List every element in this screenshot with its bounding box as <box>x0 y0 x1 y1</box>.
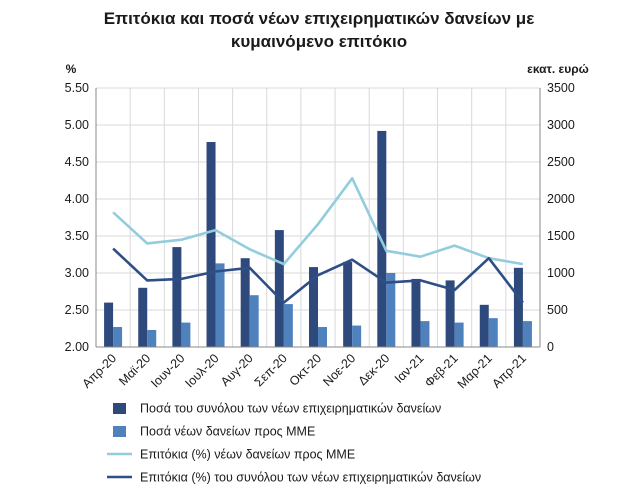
bar <box>411 278 421 347</box>
bar <box>113 327 123 347</box>
axes <box>95 88 541 348</box>
right-axis-unit: εκατ. ευρώ <box>527 62 589 76</box>
y-tick-labels: 2.00 0 2.50 500 3.00 1000 3.50 1500 4.00 2000 4.50… <box>65 81 575 354</box>
bar <box>479 304 489 347</box>
bar <box>104 302 114 347</box>
left-axis-unit: % <box>66 62 77 76</box>
x-tick-label: Δεκ-20 <box>355 351 392 388</box>
x-tick-label: Απρ-20 <box>80 351 120 391</box>
y-left-tick-label: 5.00 <box>65 118 89 132</box>
y-right-tick-label: 3000 <box>547 118 575 132</box>
y-left-tick-label: 2.50 <box>65 303 89 317</box>
y-right-tick-label: 1000 <box>547 266 575 280</box>
y-left-tick-label: 4.00 <box>65 192 89 206</box>
bar <box>513 267 523 347</box>
gridlines <box>95 87 541 347</box>
legend: Ποσά του συνόλου των νέων επιχειρηματικώ… <box>107 402 481 485</box>
series-line <box>112 177 524 266</box>
y-left-tick-label: 3.50 <box>65 229 89 243</box>
y-right-tick-label: 2000 <box>547 192 575 206</box>
bar <box>249 295 259 347</box>
bar <box>240 258 250 347</box>
y-right-tick-label: 2500 <box>547 155 575 169</box>
bar <box>138 287 148 347</box>
bar <box>445 280 455 347</box>
y-right-tick-label: 0 <box>547 340 554 354</box>
x-tick-label: Μαϊ-20 <box>116 351 153 388</box>
bar <box>206 142 216 347</box>
y-right-tick-label: 1500 <box>547 229 575 243</box>
x-tick-label: Οκτ-20 <box>287 351 324 388</box>
bar <box>172 247 182 347</box>
x-tick-label: Νοε-20 <box>320 351 358 389</box>
bar <box>215 263 225 347</box>
x-tick-label: Ιουλ-20 <box>182 351 221 390</box>
bars <box>104 130 532 347</box>
series-line <box>112 247 524 304</box>
x-tick-label: Μαρ-21 <box>455 351 495 391</box>
series-lines <box>112 177 524 304</box>
bar <box>352 325 362 347</box>
bar <box>283 304 293 347</box>
bar <box>147 329 157 347</box>
legend-swatch <box>113 403 126 414</box>
legend-label: Επιτόκια (%) νέων δανείων προς ΜΜΕ <box>140 448 355 462</box>
y-right-tick-label: 500 <box>547 303 568 317</box>
x-tick-label: Αυγ-20 <box>218 351 256 389</box>
y-left-tick-label: 2.00 <box>65 340 89 354</box>
legend-label: Ποσά νέων δανείων προς ΜΜΕ <box>140 425 315 439</box>
y-left-tick-label: 4.50 <box>65 155 89 169</box>
y-left-tick-label: 5.50 <box>65 81 89 95</box>
bar <box>522 321 532 347</box>
bar <box>318 327 327 347</box>
chart-title-line-2: κυμαινόμενο επιτόκιο <box>231 32 407 51</box>
bar <box>309 267 318 347</box>
bar <box>181 322 191 347</box>
x-tick-label: Απρ-21 <box>489 351 529 391</box>
x-tick-label: Σεπ-20 <box>252 351 290 389</box>
x-tick-label: Φεβ-21 <box>422 351 461 390</box>
bar <box>420 321 430 347</box>
x-tick-labels: Απρ-20Μαϊ-20Ιουν-20Ιουλ-20Αυγ-20Σεπ-20Οκ… <box>80 351 530 391</box>
x-tick-label: Ιουν-20 <box>148 351 187 390</box>
legend-swatch <box>113 426 126 437</box>
bar <box>488 318 498 347</box>
chart-title-line-1: Επιτόκια και ποσά νέων επιχειρηματικών δ… <box>104 9 535 28</box>
bar <box>343 261 353 347</box>
bar <box>454 322 464 347</box>
bar <box>274 230 284 347</box>
y-left-tick-label: 3.00 <box>65 266 89 280</box>
legend-label: Ποσά του συνόλου των νέων επιχειρηματικώ… <box>140 402 441 416</box>
bar <box>386 273 396 347</box>
y-right-tick-label: 3500 <box>547 81 575 95</box>
legend-label: Επιτόκια (%) του συνόλου των νέων επιχει… <box>140 471 481 485</box>
